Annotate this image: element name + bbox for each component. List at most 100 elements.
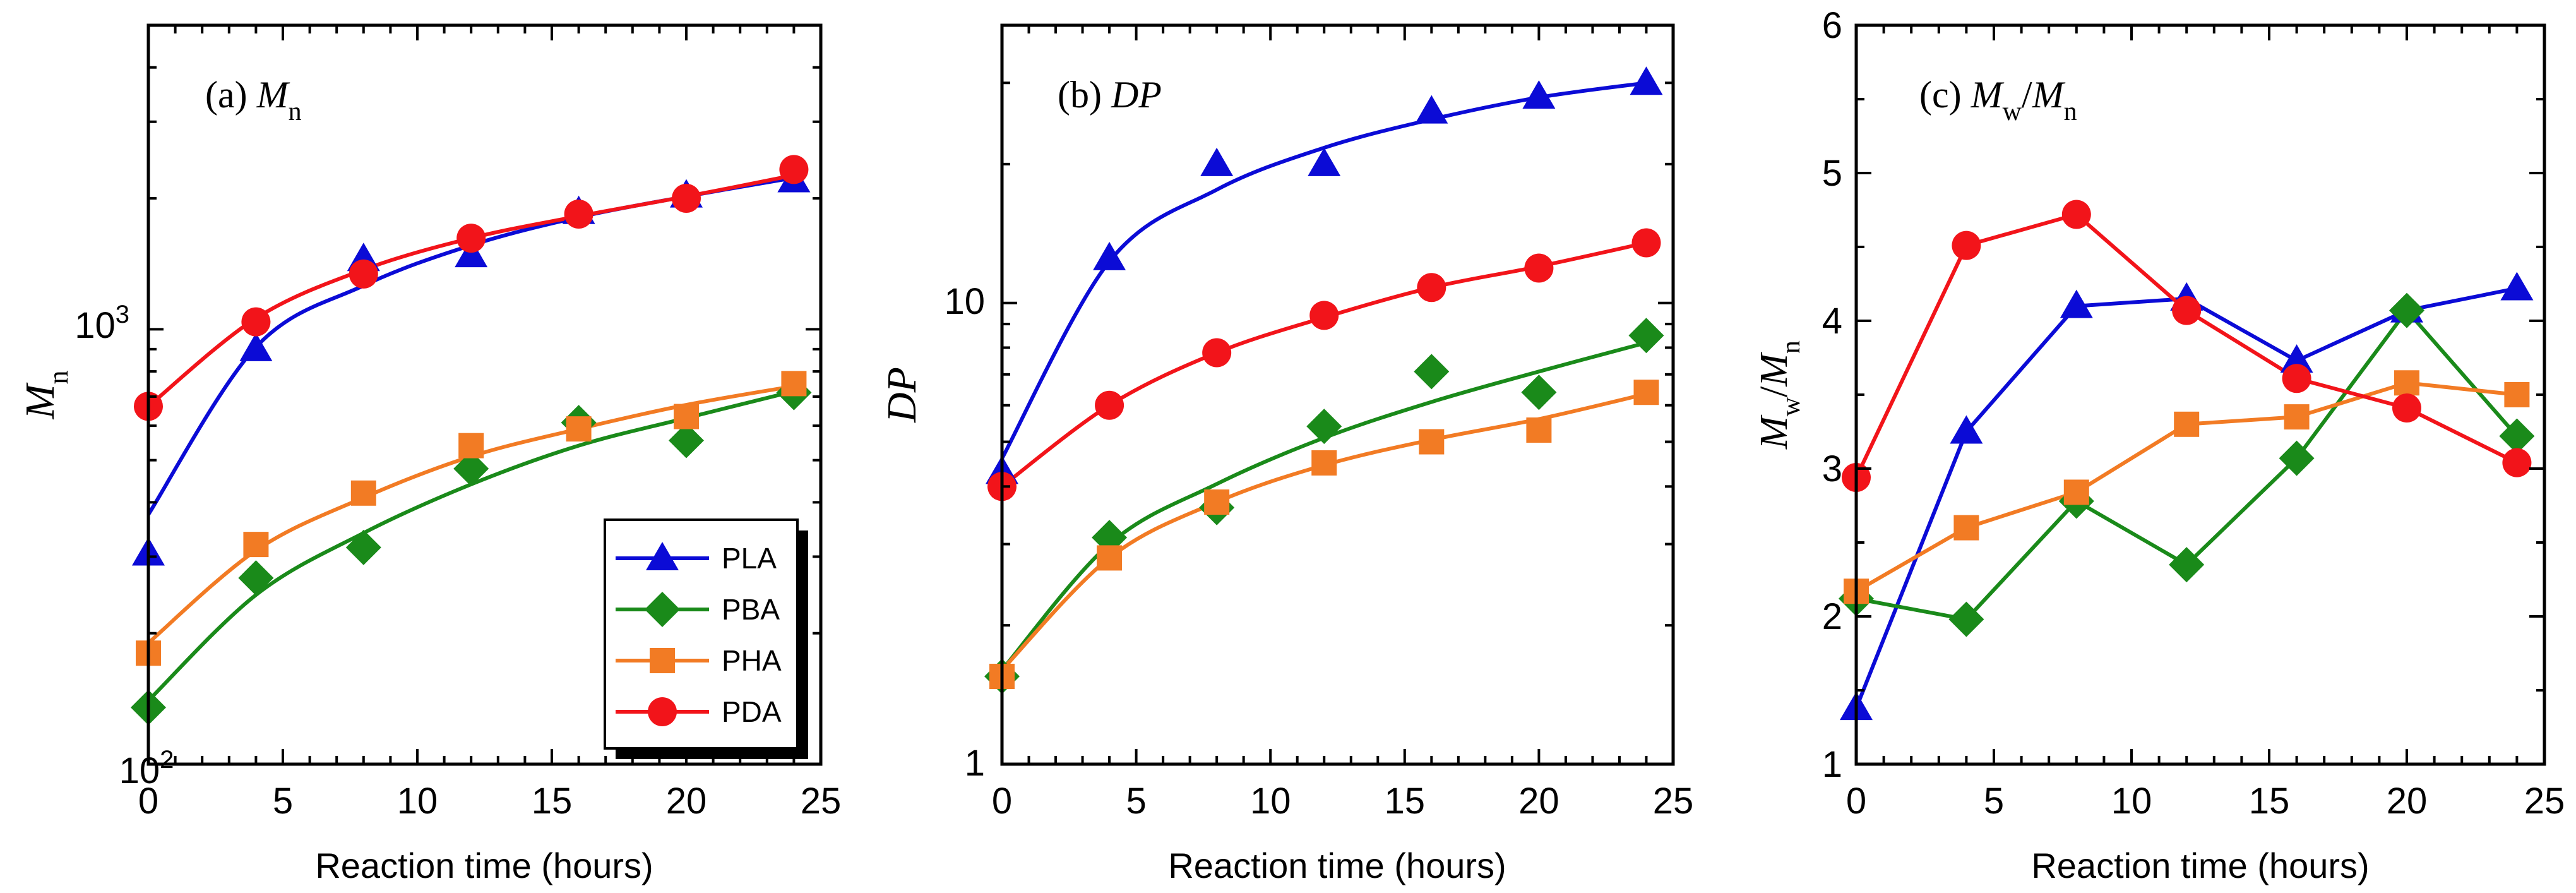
x-tick-label: 0: [992, 781, 1012, 822]
marker-pha: [1633, 380, 1659, 405]
marker-pba: [2279, 440, 2315, 476]
panel-title: (a) Mn: [205, 74, 302, 126]
marker-pha: [1953, 515, 1979, 541]
marker-pda: [2061, 200, 2091, 229]
legend-entries: PLA PBA PHA PDA: [616, 542, 782, 728]
marker-pba: [2169, 547, 2205, 583]
panel-b-dp: 0 5 10 15 20 25 1 10 Reaction time (hours) DP…: [879, 23, 1693, 885]
marker-pda: [1524, 253, 1554, 283]
marker-pba: [453, 451, 489, 487]
x-tick-label: 15: [1385, 781, 1426, 822]
marker-pha: [2284, 404, 2310, 430]
marker-pba: [2389, 292, 2424, 328]
marker-pla: [455, 239, 488, 268]
marker-pda: [1309, 301, 1339, 330]
marker-pda: [672, 184, 701, 213]
x-axis-label: Reaction time (hours): [2031, 846, 2369, 885]
marker-pda: [2502, 448, 2532, 477]
marker-pha: [1419, 429, 1445, 455]
y-axis-label: DP: [879, 367, 925, 423]
y-axis-label: Mw/Mn: [1753, 340, 1806, 450]
marker-pda: [2392, 393, 2421, 423]
marker-pha: [2504, 382, 2530, 407]
y-tick-label-100: 102: [119, 746, 174, 791]
marker-pla: [2500, 272, 2534, 301]
marker-pha: [350, 480, 376, 506]
marker-pba: [1521, 375, 1557, 411]
marker-pba: [345, 529, 381, 565]
x-tick-label: 0: [1846, 781, 1866, 822]
marker-pda: [564, 199, 593, 229]
x-tick-labels: 0 5 10 15 20 25: [1846, 781, 2565, 822]
marker-pda: [1095, 390, 1124, 420]
marker-pda: [1952, 231, 1981, 260]
axis-ticks: [1001, 24, 1674, 765]
marker-pba: [2499, 418, 2535, 454]
marker-pla: [1522, 80, 1556, 109]
x-axis-label: Reaction time (hours): [1168, 846, 1506, 885]
x-tick-label: 20: [1518, 781, 1559, 822]
y-tick-label: 1: [1822, 744, 1842, 785]
x-tick-label: 10: [2111, 781, 2152, 822]
marker-pda: [349, 259, 378, 289]
marker-pda: [1417, 273, 1446, 303]
marker-pla: [1950, 415, 1983, 444]
marker-pda: [456, 224, 486, 253]
marker-pla: [1093, 241, 1126, 270]
marker-pha: [1204, 489, 1230, 515]
y-tick-labels: 1 2 3 4 5 6: [1822, 5, 1842, 785]
legend-label-pha: PHA: [722, 644, 782, 677]
series-line-pla: [1854, 286, 2517, 709]
panel-a-mn: 0 5 10 15 20 25 102 103 Reaction time (hours)…: [17, 23, 842, 885]
marker-pha: [566, 416, 592, 442]
y-tick-label-1: 1: [965, 743, 985, 784]
marker-pha: [1526, 417, 1552, 443]
marker-pba: [238, 560, 274, 596]
plot-frame: [1854, 23, 2546, 766]
marker-pba: [1948, 601, 1984, 637]
y-tick-label: 2: [1822, 596, 1842, 637]
marker-pha: [781, 371, 807, 397]
marker-pha: [1097, 545, 1123, 571]
y-tick-label: 4: [1822, 301, 1842, 342]
marker-pha: [2394, 370, 2419, 396]
legend-marker-pda: [648, 697, 677, 726]
marker-pla: [2060, 289, 2093, 318]
legend-label-pla: PLA: [722, 542, 777, 575]
marker-pha: [2174, 411, 2200, 437]
legend-marker-pba: [645, 592, 680, 627]
marker-pba: [1414, 354, 1450, 390]
plot-frame: [146, 23, 823, 766]
legend-label-pba: PBA: [722, 593, 780, 626]
marker-pda: [2282, 364, 2311, 393]
marker-pla: [1415, 95, 1448, 124]
legend: PLA PBA PHA PDA: [604, 518, 808, 759]
x-tick-label: 5: [273, 781, 293, 822]
legend-label-pda: PDA: [722, 695, 782, 728]
axis-ticks: [147, 24, 822, 765]
marker-pha: [458, 433, 484, 458]
panel-title: (c) Mw/Mn: [1919, 74, 2077, 126]
y-tick-label: 5: [1822, 153, 1842, 194]
data-markers: [984, 66, 1664, 694]
x-axis-label: Reaction time (hours): [315, 846, 653, 885]
x-tick-label: 5: [1984, 781, 2004, 822]
legend-marker-pla: [646, 542, 679, 570]
plot-frame: [1000, 23, 1675, 766]
fit-curve-pda: [147, 173, 794, 408]
marker-pda: [1631, 228, 1661, 258]
x-tick-label: 20: [2387, 781, 2428, 822]
marker-pda: [241, 307, 271, 337]
marker-pla: [1308, 147, 1341, 176]
x-tick-label: 25: [801, 781, 842, 822]
y-axis-label: Mn: [17, 371, 74, 420]
x-tick-labels: 0 5 10 15 20 25: [992, 781, 1693, 822]
y-tick-label: 6: [1822, 5, 1842, 46]
data-markers: [1839, 200, 2535, 721]
marker-pda: [1202, 338, 1232, 368]
marker-pla: [239, 332, 273, 361]
marker-pha: [2063, 479, 2089, 505]
marker-pla: [1630, 66, 1663, 95]
